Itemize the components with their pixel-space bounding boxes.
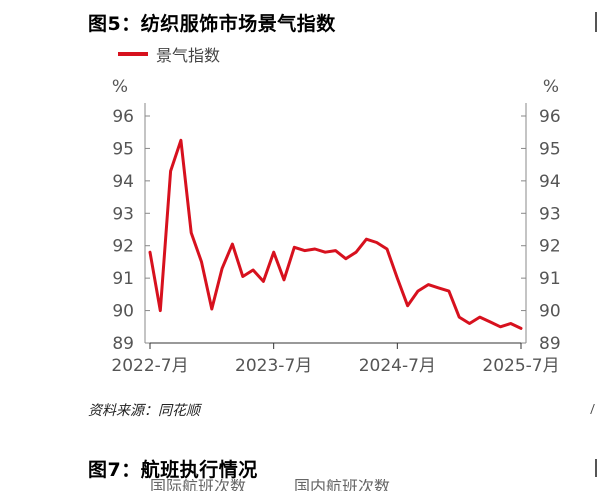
adjacent-column-edge	[595, 12, 597, 32]
y-tick-label-left: 96	[112, 107, 134, 127]
y-tick-label-left: 93	[112, 204, 134, 224]
x-tick-label: 2025-7月	[482, 356, 559, 376]
chart-legend: 景气指数	[118, 42, 220, 66]
y-tick-label-right: 89	[539, 334, 561, 354]
figure-title: 图5：纺织服饰市场景气指数	[88, 13, 336, 35]
x-tick-label: 2024-7月	[359, 356, 436, 376]
next-figure-legend-cut: 国际航班次数 国内航班次数	[150, 479, 391, 491]
y-tick-label-right: 96	[539, 107, 561, 127]
adjacent-column-edge	[595, 459, 597, 477]
y-tick-label-left: 89	[112, 334, 134, 354]
series-line-景气指数	[148, 138, 523, 330]
y-tick-label-left: 91	[112, 269, 134, 289]
legend-label: 景气指数	[156, 46, 221, 65]
y-tick-label-right: 91	[539, 269, 561, 289]
y-tick-label-right: 90	[539, 302, 561, 322]
y-tick-label-left: 95	[112, 139, 134, 159]
x-tick-label: 2022-7月	[111, 356, 188, 376]
y-tick-label-right: 94	[539, 172, 561, 192]
y-tick-label-left: 90	[112, 302, 134, 322]
y-tick-label-right: 92	[539, 237, 561, 257]
right-unit-label: %	[543, 77, 559, 97]
y-tick-label-right: 93	[539, 204, 561, 224]
y-tick-label-left: 94	[112, 172, 134, 192]
next-figure-title: 图7：航班执行情况	[88, 459, 258, 481]
left-unit-label: %	[112, 77, 128, 97]
y-tick-label-left: 92	[112, 237, 134, 257]
source-note: 资料来源：同花顺	[88, 403, 200, 419]
legend-swatch	[118, 52, 148, 56]
x-tick-label: 2023-7月	[235, 356, 312, 376]
y-tick-label-right: 95	[539, 139, 561, 159]
